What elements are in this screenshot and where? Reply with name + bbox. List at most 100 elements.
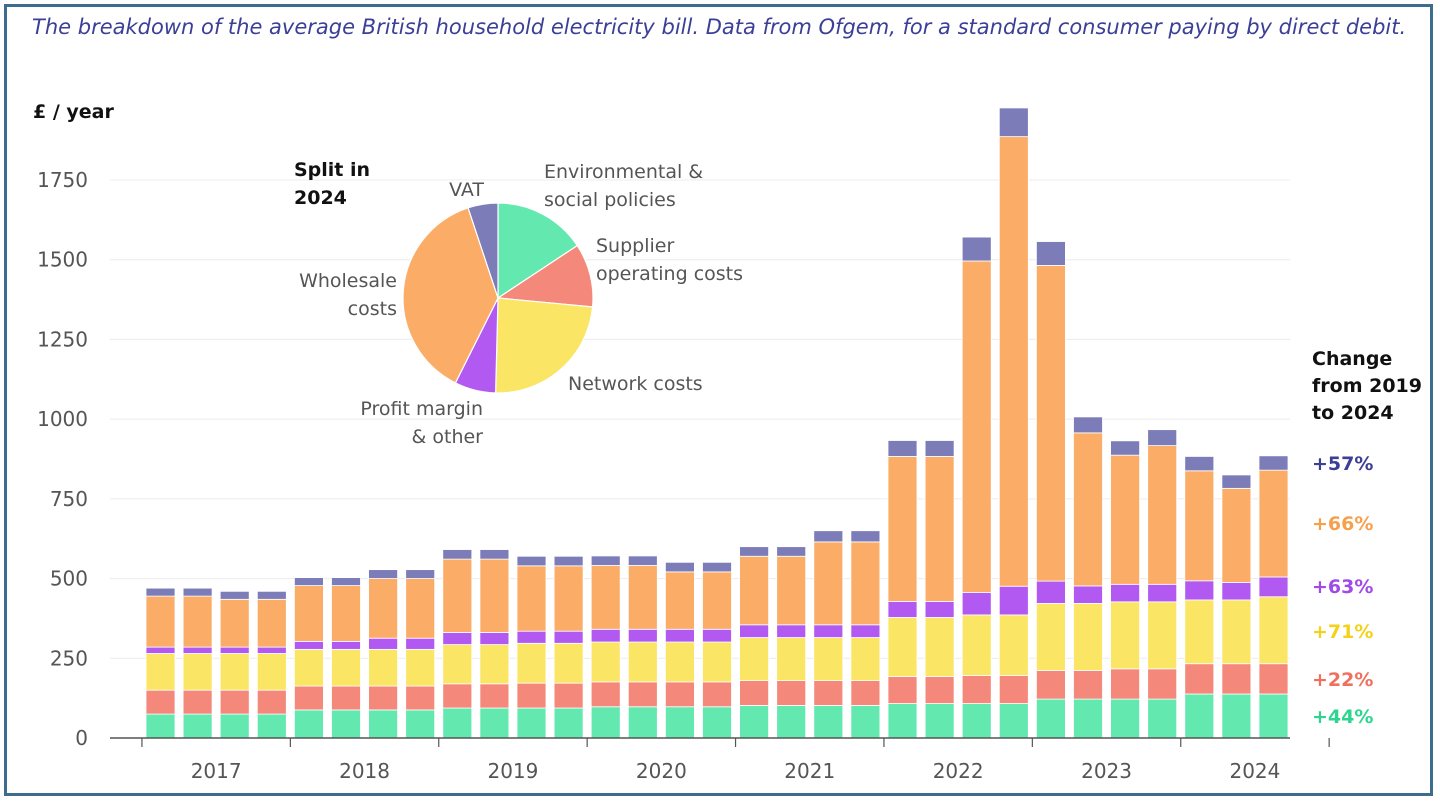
- bar-21-vat: [887, 440, 918, 457]
- pie-slice-vat: [467, 202, 499, 299]
- bar-26-supplier-operating-costs: [1073, 670, 1103, 700]
- change-label-environmental-social-policies: +44%: [1312, 706, 1373, 728]
- bar-2-profit-margin-other: [182, 646, 213, 654]
- bar-30-profit-margin-other: [1221, 581, 1252, 601]
- bar-2-vat: [182, 587, 213, 597]
- bar-25-profit-margin-other: [1036, 580, 1066, 604]
- bar-4-profit-margin-other: [256, 646, 287, 654]
- bar-30-vat: [1221, 474, 1252, 489]
- bar-13-profit-margin-other: [590, 628, 621, 643]
- change-panel: Change from 2019 to 2024 +57% +66% +63% +71% +2…: [1312, 348, 1422, 728]
- bar-16-wholesale-costs: [702, 571, 732, 630]
- bar-1-network-costs: [145, 653, 176, 691]
- bar-29-wholesale-costs: [1184, 470, 1215, 582]
- bar-19-vat: [813, 530, 844, 543]
- bar-24-network-costs: [998, 614, 1029, 676]
- bar-7-profit-margin-other: [368, 637, 399, 650]
- bar-23-supplier-operating-costs: [961, 675, 992, 704]
- y-tick-label-0: 0: [75, 726, 88, 750]
- bar-1-profit-margin-other: [145, 646, 176, 654]
- bar-25-network-costs: [1036, 603, 1066, 671]
- bar-23-profit-margin-other: [961, 592, 992, 616]
- bar-30-wholesale-costs: [1221, 487, 1252, 583]
- bar-17-vat: [739, 546, 769, 557]
- bar-10-environmental-social-policies: [479, 707, 510, 739]
- bar-18-vat: [776, 546, 807, 557]
- bar-11-network-costs: [516, 642, 547, 684]
- bar-2-supplier-operating-costs: [182, 689, 213, 715]
- bar-12-vat: [553, 555, 584, 567]
- bar-3-profit-margin-other: [219, 646, 250, 654]
- bar-21-environmental-social-policies: [887, 703, 918, 739]
- y-tick-label-1750: 1750: [37, 168, 88, 192]
- bar-4-vat: [256, 590, 287, 600]
- bar-10-supplier-operating-costs: [479, 683, 510, 709]
- pie-title: Split in 2024: [294, 159, 370, 209]
- bar-4-wholesale-costs: [256, 598, 287, 648]
- x-tick-label-2021: 2021: [784, 759, 835, 783]
- bar-14-vat: [627, 555, 658, 566]
- pie-slice-environmental-social-policies: [497, 202, 579, 300]
- bar-27-vat: [1110, 440, 1140, 456]
- bar-9-profit-margin-other: [442, 632, 473, 645]
- bar-5-wholesale-costs: [293, 585, 324, 642]
- bar-19-environmental-social-policies: [813, 705, 844, 739]
- bar-8-vat: [405, 569, 436, 579]
- bar-8-profit-margin-other: [405, 637, 436, 650]
- x-tick-label-2018: 2018: [339, 759, 390, 783]
- bar-11-environmental-social-policies: [516, 707, 547, 739]
- bar-12-environmental-social-policies: [553, 707, 584, 739]
- bar-31-wholesale-costs: [1258, 469, 1289, 578]
- bar-26-network-costs: [1073, 603, 1103, 671]
- bar-17-wholesale-costs: [739, 555, 769, 626]
- y-tick-label-1250: 1250: [37, 327, 88, 351]
- pie-label-network-costs: Network costs: [568, 373, 703, 395]
- pie-slice-wholesale-costs: [402, 207, 499, 384]
- pie-chart: Environmental & social policies Supplier op…: [294, 159, 743, 448]
- pie-label-environmental-social-policies: Environmental & social policies: [544, 161, 703, 211]
- change-label-network-costs: +71%: [1312, 621, 1373, 643]
- bar-6-wholesale-costs: [331, 585, 361, 642]
- bar-1-environmental-social-policies: [145, 713, 176, 739]
- pie-label-vat: VAT: [449, 179, 484, 201]
- bar-25-wholesale-costs: [1036, 265, 1066, 582]
- bar-27-network-costs: [1110, 601, 1140, 670]
- bar-21-wholesale-costs: [887, 456, 918, 602]
- x-tick-label-2017: 2017: [191, 759, 242, 783]
- bar-29-supplier-operating-costs: [1184, 663, 1215, 695]
- bar-31-network-costs: [1258, 596, 1289, 665]
- bar-21-profit-margin-other: [887, 601, 918, 618]
- bar-3-vat: [219, 590, 250, 600]
- x-tick-label-2023: 2023: [1081, 759, 1132, 783]
- bar-5-vat: [293, 577, 324, 586]
- bar-28-vat: [1147, 429, 1178, 447]
- bar-22-network-costs: [924, 617, 955, 677]
- bar-14-wholesale-costs: [627, 565, 658, 630]
- bar-27-supplier-operating-costs: [1110, 668, 1140, 700]
- bars: [145, 107, 1289, 739]
- bar-6-network-costs: [331, 648, 361, 687]
- bar-27-wholesale-costs: [1110, 454, 1140, 585]
- bar-14-profit-margin-other: [627, 628, 658, 643]
- bar-20-network-costs: [850, 637, 881, 682]
- bar-15-environmental-social-policies: [665, 706, 695, 739]
- bar-26-wholesale-costs: [1073, 432, 1103, 587]
- bar-17-supplier-operating-costs: [739, 680, 769, 706]
- bar-28-environmental-social-policies: [1147, 698, 1178, 739]
- y-tick-label-250: 250: [50, 646, 88, 670]
- bar-22-profit-margin-other: [924, 601, 955, 618]
- bar-8-network-costs: [405, 648, 436, 687]
- bar-14-environmental-social-policies: [627, 706, 658, 739]
- bar-9-wholesale-costs: [442, 558, 473, 633]
- bar-18-profit-margin-other: [776, 624, 807, 638]
- bar-3-supplier-operating-costs: [219, 689, 250, 715]
- bar-20-supplier-operating-costs: [850, 680, 881, 706]
- bar-6-vat: [331, 577, 361, 586]
- bar-15-wholesale-costs: [665, 571, 695, 630]
- bar-8-wholesale-costs: [405, 578, 436, 639]
- bar-19-wholesale-costs: [813, 541, 844, 626]
- bar-3-wholesale-costs: [219, 598, 250, 648]
- bar-13-network-costs: [590, 641, 621, 683]
- bar-9-network-costs: [442, 644, 473, 685]
